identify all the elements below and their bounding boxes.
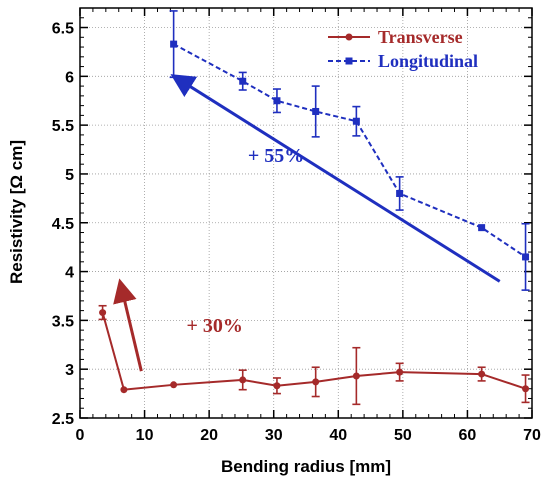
annotation-layer: + 55% + 30% [113,74,501,372]
data-point [352,117,360,125]
data-point [478,370,486,378]
series-transverse [98,304,530,406]
axis-ticks [79,8,533,419]
data-point [170,381,178,389]
x-tick-label: 40 [329,427,347,444]
data-point [522,385,530,393]
data-point [522,253,530,261]
data-point [352,372,360,380]
y-tick-label: 2.5 [52,411,74,428]
x-tick-label: 20 [200,427,218,444]
annotation-30-percent: + 30% [187,315,243,337]
y-tick-label: 3.5 [52,313,74,330]
data-point [312,107,320,115]
data-point [170,40,178,48]
y-tick-labels: 2.5 3 3.5 4 4.5 5 5.5 6 6.5 [52,21,74,428]
legend-transverse-label: Transverse [378,27,463,47]
x-tick-label: 0 [76,427,85,444]
y-tick-label: 6 [65,69,74,86]
x-tick-labels: 0 10 20 30 40 50 60 70 [76,427,541,444]
data-point [273,97,281,105]
x-tick-label: 60 [459,427,477,444]
y-tick-label: 5 [65,167,74,184]
arrow-30-percent [113,278,143,372]
y-tick-label: 4 [65,265,74,282]
legend-longitudinal-marker [345,57,353,65]
x-tick-label: 70 [523,427,541,444]
y-tick-label: 4.5 [52,216,74,233]
y-axis-label: Resistivity [Ω cm] [7,140,26,284]
data-point [396,189,404,197]
data-point [478,224,486,232]
arrow-55-percent [170,74,501,283]
series-line [101,312,526,391]
data-point [99,309,107,317]
x-tick-label: 30 [265,427,283,444]
legend-longitudinal-label: Longitudinal [378,51,478,71]
series-line [173,43,527,258]
x-tick-label: 50 [394,427,412,444]
data-point [273,382,281,390]
legend-transverse-marker [345,33,353,41]
legend: Transverse Longitudinal [328,27,478,71]
data-point [239,376,247,384]
y-tick-label: 3 [65,362,74,379]
y-tick-label: 6.5 [52,21,74,38]
series-layer [98,10,530,406]
y-tick-label: 5.5 [52,118,74,135]
annotation-55-percent: + 55% [248,145,304,167]
data-point [120,386,128,394]
data-point [239,77,247,85]
x-tick-label: 10 [136,427,154,444]
data-point [396,368,404,376]
series-longitudinal [169,10,530,291]
x-axis-label: Bending radius [mm] [221,457,391,476]
data-point [312,378,320,386]
